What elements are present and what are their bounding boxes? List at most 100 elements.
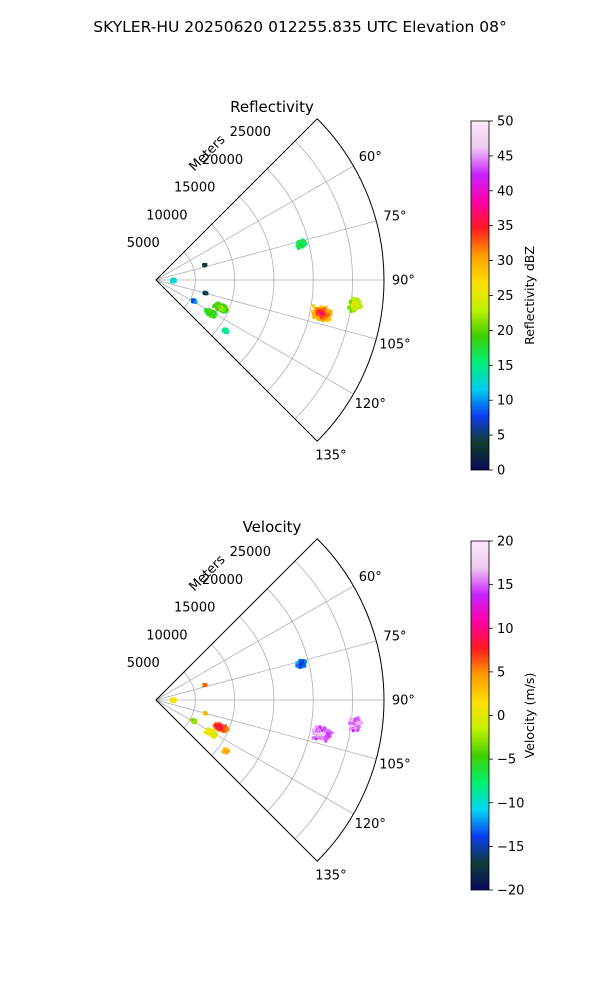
- echo-cell: [202, 291, 206, 295]
- echo-cell: [324, 739, 328, 743]
- echo-cell: [322, 315, 326, 319]
- echo-cell: [214, 724, 218, 728]
- sector-frame: [155, 118, 385, 442]
- range-tick-label: 5000: [127, 236, 160, 251]
- echo-cell: [300, 659, 305, 663]
- echo-cell: [300, 241, 304, 245]
- echo-cell: [224, 308, 228, 312]
- echo-cell: [296, 244, 300, 248]
- echo-cell: [317, 732, 321, 736]
- echo-cell: [358, 721, 362, 725]
- azimuth-tick-label: 90°: [392, 694, 415, 709]
- echo-cell: [322, 732, 326, 737]
- echo-cell: [313, 310, 317, 315]
- echo-cell: [295, 664, 299, 668]
- colorbar-tick-label: 10: [497, 394, 514, 409]
- echo-cell: [204, 307, 208, 312]
- echo-cell: [225, 749, 229, 753]
- echo-cell: [203, 730, 208, 735]
- echo-cell: [354, 303, 358, 307]
- echo-cell: [319, 732, 324, 736]
- echo-cell: [208, 729, 212, 733]
- echo-cell: [214, 722, 218, 726]
- azimuth-tick-label: 60°: [359, 570, 382, 585]
- echo-cell: [212, 735, 216, 740]
- radar-panels: Reflectivity60°75°90°105°120°135°5000100…: [127, 98, 537, 899]
- colorbar-scale: [470, 120, 490, 471]
- echo-cell: [357, 717, 361, 722]
- echo-cell: [320, 728, 324, 733]
- echo-cell: [319, 311, 324, 315]
- echo-cell: [205, 310, 210, 314]
- echo-cell: [323, 727, 327, 732]
- echo-cell: [222, 305, 226, 309]
- colorbar-tick-label: 15: [497, 578, 514, 593]
- echo-cell: [316, 315, 321, 319]
- echo-cell: [314, 724, 318, 729]
- echo-cell: [316, 728, 320, 732]
- echo-cell: [298, 243, 303, 247]
- azimuth-gridline: [155, 699, 377, 760]
- echo-cell: [218, 305, 222, 309]
- echo-cell: [221, 725, 225, 730]
- velocity-colorbar: −20 −15 −10 −5 0 5 10 15 20 Velocity (m/s): [470, 535, 537, 899]
- echo-cell: [317, 308, 321, 312]
- echo-cell: [210, 311, 214, 315]
- echo-cell: [355, 304, 359, 309]
- echo-cell: [356, 301, 361, 305]
- range-tick-label: 10000: [146, 208, 187, 223]
- echo-cell: [213, 726, 217, 730]
- echo-cell: [311, 736, 315, 740]
- azimuth-tick-label: 90°: [392, 274, 415, 289]
- echo-cell: [223, 327, 227, 331]
- echo-cell: [351, 721, 355, 725]
- echo-cell: [218, 725, 223, 729]
- range-tick-label: 20000: [202, 573, 243, 588]
- echo-cell: [296, 246, 301, 250]
- echo-cell: [172, 699, 176, 703]
- echo-cell: [215, 302, 219, 306]
- colorbar-label: Reflectivity dBZ: [522, 246, 537, 345]
- colorbar-tick-label: 35: [497, 219, 514, 234]
- reflectivity-panel: Reflectivity60°75°90°105°120°135°5000100…: [127, 98, 537, 479]
- echo-cell: [329, 309, 333, 314]
- echo-cell: [207, 310, 211, 314]
- colorbar-tick-label: −20: [497, 884, 524, 899]
- azimuth-tick-label: 105°: [379, 758, 410, 773]
- echo-cell: [353, 722, 358, 726]
- colorbar-scale: [470, 540, 490, 891]
- range-tick-label: 15000: [174, 601, 215, 616]
- azimuth-tick-label: 105°: [379, 338, 410, 353]
- azimuth-tick-label: 135°: [315, 448, 346, 463]
- echo-cell: [204, 292, 209, 296]
- echo-cell: [297, 240, 301, 244]
- colorbar-tick-label: −15: [497, 840, 524, 855]
- echo-cell: [326, 729, 330, 734]
- colorbar-tick-label: 10: [497, 622, 514, 637]
- echo-cell: [351, 303, 355, 307]
- echo-cell: [202, 683, 207, 687]
- echo-cell: [302, 664, 306, 668]
- azimuth-gridline: [155, 585, 354, 701]
- panel-title: Velocity: [243, 518, 302, 536]
- colorbar-tick-label: 0: [497, 464, 505, 479]
- echo-cell: [318, 729, 322, 733]
- echo-cell: [348, 306, 352, 311]
- azimuth-gridline: [155, 279, 354, 395]
- echo-cell: [320, 314, 324, 319]
- echo-cell: [212, 312, 216, 317]
- echo-cell: [311, 729, 316, 733]
- echo-cell: [193, 300, 197, 304]
- colorbar-tick-label: 5: [497, 429, 505, 444]
- echo-cell: [328, 312, 332, 316]
- echo-cell: [354, 307, 358, 311]
- echo-cell: [349, 717, 353, 721]
- echo-cell: [303, 660, 307, 664]
- echo-cell: [351, 296, 355, 300]
- echo-cell: [324, 734, 328, 739]
- echo-cell: [221, 308, 225, 312]
- range-tick-label: 10000: [146, 628, 187, 643]
- echo-cell: [318, 725, 322, 729]
- colorbar-tick-label: 45: [497, 149, 514, 164]
